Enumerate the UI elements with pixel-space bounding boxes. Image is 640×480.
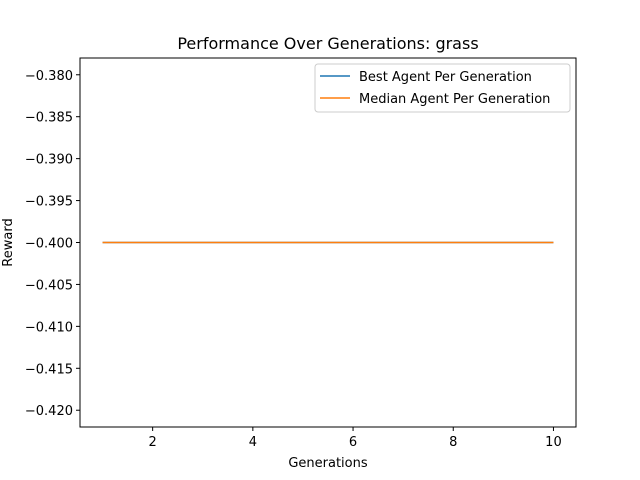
x-tick-label: 4	[249, 435, 257, 450]
y-tick-label: −0.390	[25, 153, 73, 168]
y-tick-label: −0.410	[25, 320, 73, 335]
y-tick-label: −0.420	[25, 404, 73, 419]
x-tick-label: 10	[545, 435, 562, 450]
y-tick-label: −0.400	[25, 237, 73, 252]
legend-label-best: Best Agent Per Generation	[359, 70, 532, 85]
y-axis-label: Reward	[1, 218, 16, 266]
x-tick-label: 8	[449, 435, 457, 450]
y-tick-label: −0.385	[25, 111, 73, 126]
y-tick-label: −0.380	[25, 69, 73, 84]
y-tick-label: −0.395	[25, 195, 73, 210]
x-tick-label: 2	[149, 435, 157, 450]
legend: Best Agent Per Generation Median Agent P…	[314, 63, 571, 113]
chart-title: Performance Over Generations: grass	[177, 34, 478, 53]
x-axis: 2 4 6 8 10	[149, 427, 562, 450]
y-tick-label: −0.415	[25, 362, 73, 377]
y-tick-label: −0.405	[25, 278, 73, 293]
y-axis: −0.380 −0.385 −0.390 −0.395 −0.400 −0.405 −0.4…	[25, 69, 80, 419]
x-axis-label: Generations	[288, 456, 368, 471]
legend-label-median: Median Agent Per Generation	[359, 92, 550, 107]
x-tick-label: 6	[349, 435, 357, 450]
legend-box	[314, 63, 571, 113]
